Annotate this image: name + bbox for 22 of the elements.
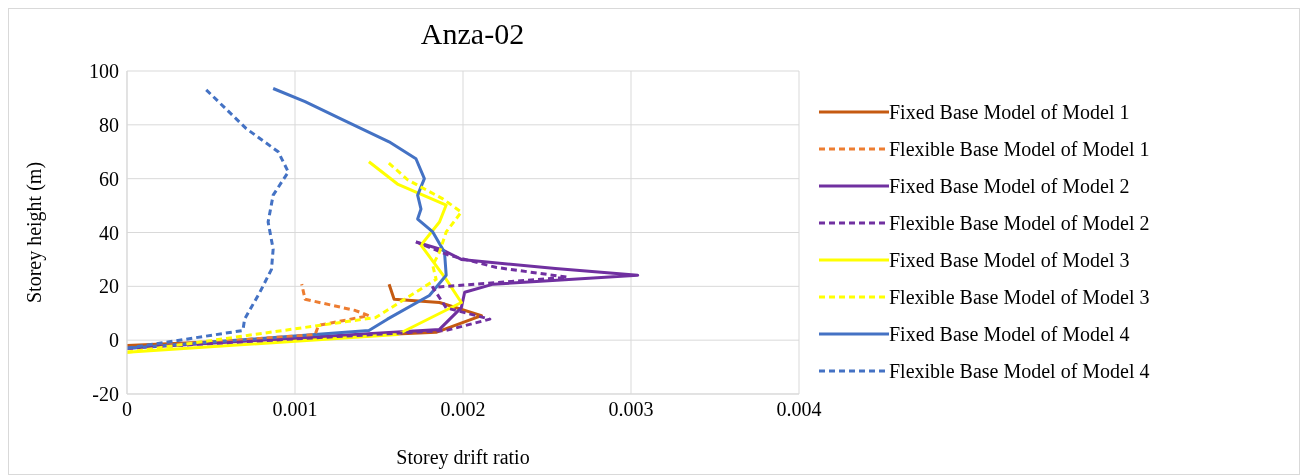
legend-label: Fixed Base Model of Model 1 (889, 100, 1130, 124)
x-tick-label: 0.001 (272, 398, 318, 421)
y-tick-label: 20 (99, 275, 119, 298)
legend-label: Fixed Base Model of Model 4 (889, 322, 1130, 346)
y-axis-title: Storey height (m) (23, 161, 47, 304)
legend-label: Fixed Base Model of Model 2 (889, 174, 1130, 198)
x-tick-label: 0.002 (440, 398, 486, 421)
legend-label: Flexible Base Model of Model 3 (889, 285, 1150, 309)
legend-label: Flexible Base Model of Model 1 (889, 137, 1150, 161)
legend-label: Fixed Base Model of Model 3 (889, 248, 1130, 272)
y-tick-label: 80 (99, 113, 119, 136)
chart-title: Anza-02 (419, 17, 526, 51)
y-tick-label: 60 (99, 167, 119, 190)
y-tick-label: -20 (92, 383, 119, 406)
legend-label: Flexible Base Model of Model 2 (889, 211, 1150, 235)
y-tick-label: 100 (89, 60, 119, 83)
y-tick-label: 0 (109, 329, 119, 352)
y-tick-label: 40 (99, 221, 119, 244)
legend-label: Flexible Base Model of Model 4 (889, 359, 1150, 383)
x-tick-label: 0.004 (776, 398, 822, 421)
x-tick-label: 0.003 (608, 398, 654, 421)
x-axis-title: Storey drift ratio (396, 446, 530, 469)
